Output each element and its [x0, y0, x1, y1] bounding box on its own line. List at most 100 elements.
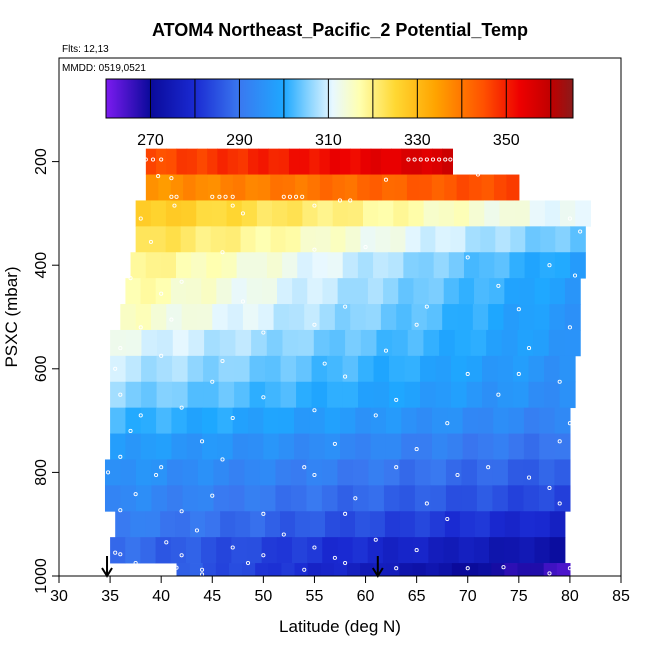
observation-point — [210, 379, 215, 384]
heatmap-cell — [508, 433, 525, 460]
heatmap-cell — [270, 174, 284, 201]
observation-point — [445, 421, 450, 426]
observation-point — [578, 229, 583, 234]
observation-point — [261, 395, 266, 400]
observation-point — [143, 157, 148, 162]
heatmap-cell — [268, 563, 283, 576]
heatmap-cell — [217, 433, 234, 460]
observation-point — [332, 555, 337, 560]
heatmap-cell — [181, 304, 198, 331]
heatmap-cell — [217, 407, 234, 434]
heatmap-cell — [307, 537, 323, 564]
heatmap-cell — [368, 459, 385, 486]
observation-point — [159, 465, 164, 470]
heatmap-cell — [315, 226, 332, 253]
heatmap-cell — [564, 329, 581, 357]
observation-point — [194, 528, 199, 533]
heatmap-cell — [217, 148, 229, 175]
heatmap-cell — [517, 329, 534, 357]
heatmap-cell — [257, 174, 271, 201]
heatmap-cell — [202, 563, 217, 576]
heatmap-cell — [357, 252, 374, 279]
heatmap-cell — [250, 511, 266, 538]
heatmap-cell — [145, 511, 161, 538]
heatmap-cell — [430, 485, 447, 512]
heatmap-cell — [220, 511, 236, 538]
heatmap-cell — [120, 485, 137, 512]
heatmap-cell — [141, 329, 158, 357]
heatmap-cell — [216, 278, 233, 305]
observation-point — [443, 157, 448, 162]
heatmap-cell — [375, 226, 392, 253]
heatmap-cell — [151, 459, 168, 486]
colorbar-tick-label: 310 — [315, 132, 342, 149]
heatmap-cell — [548, 329, 566, 357]
observation-point — [312, 408, 317, 413]
heatmap-cells — [104, 148, 591, 576]
heatmap-cell — [373, 563, 387, 576]
heatmap-cell — [470, 329, 487, 357]
heatmap-cell — [554, 407, 571, 434]
heatmap-cell — [270, 226, 287, 253]
heatmap-cell — [360, 226, 377, 253]
heatmap-cell — [295, 174, 309, 201]
heatmap-cell — [176, 252, 192, 279]
heatmap-cell — [509, 252, 526, 279]
heatmap-cell — [156, 407, 172, 434]
heatmap-cell — [494, 252, 511, 279]
heatmap-cell — [346, 563, 361, 576]
x-tick-label: 65 — [408, 588, 426, 605]
heatmap-cell — [231, 537, 248, 564]
heatmap-cell — [489, 511, 506, 538]
heatmap-cell — [412, 563, 427, 576]
heatmap-cell — [201, 278, 217, 305]
heatmap-cell — [294, 407, 310, 434]
heatmap-cell — [251, 252, 268, 279]
heatmap-cell — [120, 459, 137, 486]
heatmap-cell — [448, 252, 465, 279]
observation-point — [501, 565, 506, 570]
heatmap-cell — [482, 355, 499, 383]
heatmap-cell — [477, 433, 494, 460]
heatmap-cell — [459, 511, 476, 538]
heatmap-cell — [454, 329, 472, 357]
observation-point — [220, 250, 225, 255]
heatmap-cell — [450, 226, 466, 253]
heatmap-cell — [110, 407, 127, 434]
heatmap-cell — [324, 407, 341, 434]
heatmap-cell — [145, 148, 157, 175]
heatmap-cell — [110, 329, 127, 357]
heatmap-cell — [365, 304, 382, 331]
heatmap-cell — [282, 329, 299, 357]
observation-point — [133, 561, 138, 566]
observation-point — [448, 157, 453, 162]
observation-point — [128, 571, 133, 576]
heatmap-cell — [398, 537, 414, 564]
heatmap-cell — [299, 148, 310, 175]
heatmap-cell — [462, 407, 479, 434]
x-tick-label: 55 — [306, 588, 324, 605]
heatmap-cell — [352, 278, 369, 305]
heatmap-cell — [150, 226, 167, 253]
heatmap-cell — [258, 304, 275, 331]
heatmap-cell — [185, 537, 202, 564]
heatmap-cell — [171, 407, 188, 434]
heatmap-cell — [380, 304, 397, 331]
heatmap-cell — [419, 174, 433, 201]
heatmap-cell — [350, 148, 362, 175]
heatmap-cell — [211, 200, 228, 227]
heatmap-cell — [201, 537, 217, 564]
observation-point — [412, 157, 417, 162]
observation-point — [172, 203, 177, 208]
observation-point — [118, 508, 123, 513]
heatmap-cell — [319, 174, 333, 201]
heatmap-cell — [426, 304, 443, 331]
heatmap-cell — [431, 407, 448, 434]
heatmap-cell — [234, 355, 251, 383]
observation-point — [150, 157, 156, 162]
heatmap-cell — [564, 278, 581, 305]
x-axis-label: Latitude (deg N) — [279, 617, 401, 636]
heatmap-cell — [275, 459, 292, 486]
heatmap-cell — [261, 278, 278, 305]
heatmap-cell — [383, 485, 401, 512]
